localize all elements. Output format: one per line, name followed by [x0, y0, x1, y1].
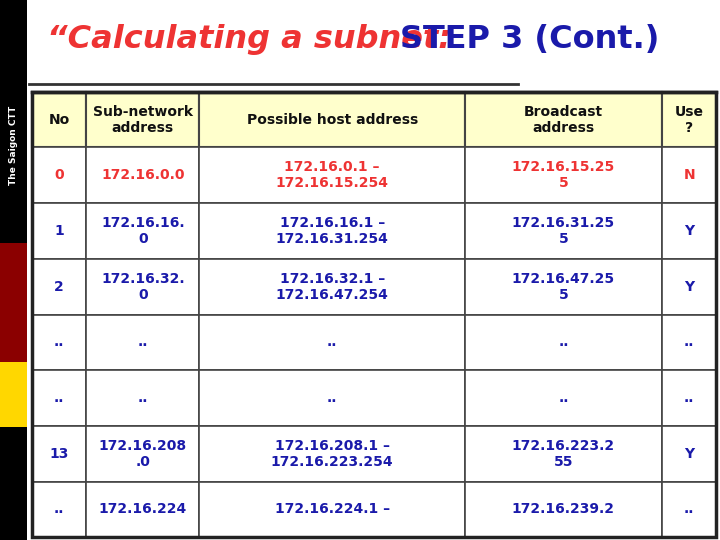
- Text: 172.16.15.25
5: 172.16.15.25 5: [512, 160, 615, 191]
- Text: 0: 0: [54, 168, 64, 183]
- Text: 172.16.0.0: 172.16.0.0: [101, 168, 184, 183]
- Text: 172.16.224: 172.16.224: [99, 502, 187, 516]
- Text: 172.16.0.1 –
172.16.15.254: 172.16.0.1 – 172.16.15.254: [276, 160, 389, 191]
- Text: 172.16.31.25
5: 172.16.31.25 5: [512, 216, 615, 246]
- Text: 13: 13: [49, 447, 68, 461]
- Text: “Calculating a subnet:: “Calculating a subnet:: [47, 24, 462, 55]
- Text: 2: 2: [54, 280, 64, 294]
- Bar: [0, 427, 27, 540]
- Bar: [0, 362, 27, 427]
- Text: Use
?: Use ?: [675, 105, 703, 135]
- Text: ..: ..: [54, 391, 64, 405]
- Text: ..: ..: [327, 391, 338, 405]
- Text: 172.16.208
.0: 172.16.208 .0: [99, 438, 186, 469]
- Text: 172.16.47.25
5: 172.16.47.25 5: [512, 272, 615, 302]
- Text: ..: ..: [558, 335, 569, 349]
- Text: ..: ..: [684, 335, 694, 349]
- Text: The Saigon CTT: The Saigon CTT: [9, 106, 18, 185]
- Bar: [0, 0, 27, 243]
- Text: ..: ..: [684, 391, 694, 405]
- Text: ..: ..: [138, 391, 148, 405]
- Text: No: No: [48, 113, 70, 127]
- Text: Broadcast
address: Broadcast address: [524, 105, 603, 135]
- Bar: [0, 243, 27, 362]
- Text: 172.16.16.1 –
172.16.31.254: 172.16.16.1 – 172.16.31.254: [276, 216, 389, 246]
- Text: 172.16.32.1 –
172.16.47.254: 172.16.32.1 – 172.16.47.254: [276, 272, 389, 302]
- Text: 172.16.208.1 –
172.16.223.254: 172.16.208.1 – 172.16.223.254: [271, 438, 393, 469]
- Text: 172.16.32.
0: 172.16.32. 0: [101, 272, 184, 302]
- Text: 172.16.223.2
55: 172.16.223.2 55: [512, 438, 615, 469]
- Text: Possible host address: Possible host address: [246, 113, 418, 127]
- Text: 172.16.239.2: 172.16.239.2: [512, 502, 615, 516]
- Text: STEP 3 (Cont.): STEP 3 (Cont.): [400, 24, 659, 55]
- Text: ..: ..: [54, 502, 64, 516]
- Text: 172.16.224.1 –: 172.16.224.1 –: [274, 502, 390, 516]
- Text: 172.16.16.
0: 172.16.16. 0: [101, 216, 184, 246]
- Text: Y: Y: [684, 447, 694, 461]
- Text: ..: ..: [54, 335, 64, 349]
- Text: ..: ..: [327, 335, 338, 349]
- Text: Y: Y: [684, 224, 694, 238]
- Text: 1: 1: [54, 224, 64, 238]
- Text: N: N: [683, 168, 695, 183]
- Text: ..: ..: [558, 391, 569, 405]
- Text: Sub-network
address: Sub-network address: [93, 105, 193, 135]
- Text: ..: ..: [684, 502, 694, 516]
- Text: Y: Y: [684, 280, 694, 294]
- Text: ..: ..: [138, 335, 148, 349]
